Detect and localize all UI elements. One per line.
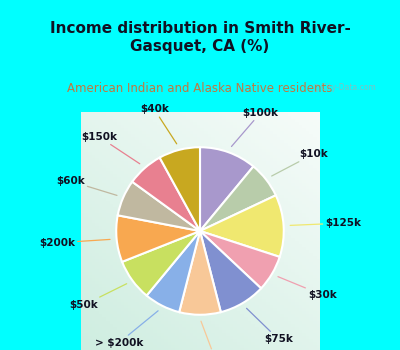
Wedge shape <box>160 147 200 231</box>
Text: $75k: $75k <box>246 308 293 344</box>
Text: $150k: $150k <box>81 132 140 164</box>
Wedge shape <box>116 215 200 262</box>
Wedge shape <box>200 231 280 288</box>
Text: $200k: $200k <box>39 238 110 248</box>
Wedge shape <box>118 182 200 231</box>
Wedge shape <box>122 231 200 295</box>
Wedge shape <box>200 231 261 312</box>
Text: $125k: $125k <box>290 218 362 228</box>
Text: $10k: $10k <box>272 149 328 176</box>
Text: > $200k: > $200k <box>94 311 158 348</box>
Text: $40k: $40k <box>140 104 177 144</box>
Wedge shape <box>200 147 254 231</box>
Text: American Indian and Alaska Native residents: American Indian and Alaska Native reside… <box>67 82 333 95</box>
Wedge shape <box>146 231 200 312</box>
Text: $50k: $50k <box>70 284 127 310</box>
Text: $100k: $100k <box>232 108 278 147</box>
Text: Income distribution in Smith River-
Gasquet, CA (%): Income distribution in Smith River- Gasq… <box>50 21 350 54</box>
Text: $60k: $60k <box>56 176 117 195</box>
Wedge shape <box>200 195 284 257</box>
Text: ⓘ City-Data.com: ⓘ City-Data.com <box>314 83 376 92</box>
Text: $20k: $20k <box>200 321 229 350</box>
Text: $30k: $30k <box>278 276 337 300</box>
Wedge shape <box>200 167 276 231</box>
Wedge shape <box>132 158 200 231</box>
Wedge shape <box>179 231 221 315</box>
